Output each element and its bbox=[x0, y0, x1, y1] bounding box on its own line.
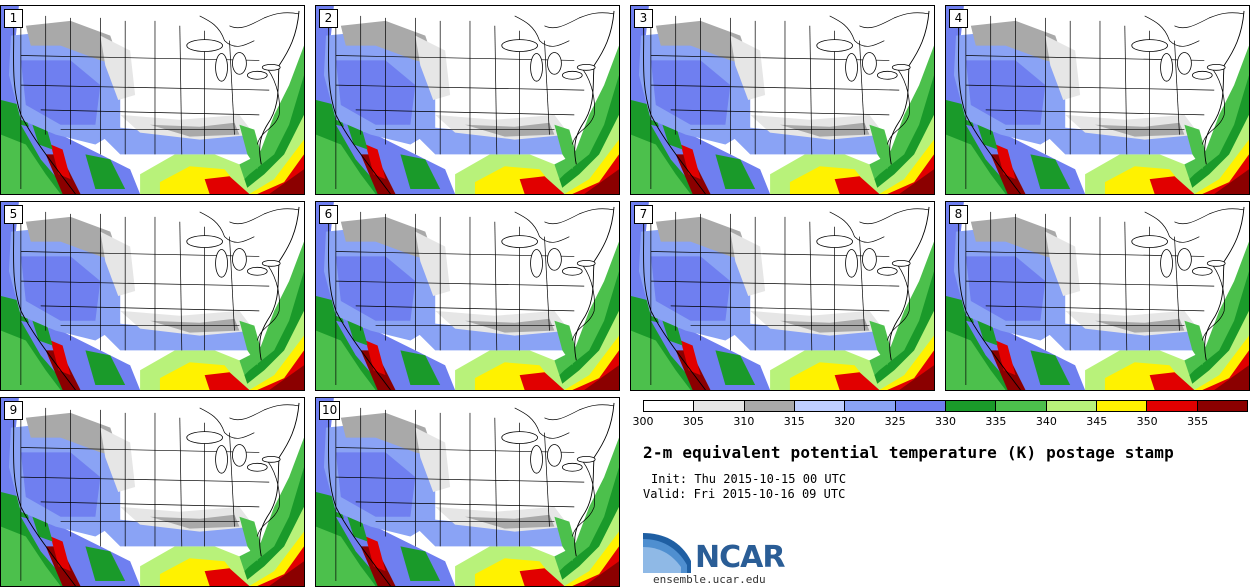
run-info: Init: Thu 2015-10-15 00 UTC Valid: Fri 2… bbox=[643, 472, 846, 502]
panel-number-label: 2 bbox=[319, 9, 338, 28]
panel-number-label: 1 bbox=[4, 9, 23, 28]
map-image bbox=[316, 398, 619, 586]
panel-number-label: 10 bbox=[319, 401, 341, 420]
panel-number-label: 5 bbox=[4, 205, 23, 224]
colorbar-segment bbox=[644, 401, 695, 411]
map-panel-10: 10 bbox=[315, 397, 620, 587]
colorbar-segment bbox=[794, 401, 846, 411]
colorbar-tick: 320 bbox=[834, 415, 856, 428]
colorbar-tick: 345 bbox=[1086, 415, 1108, 428]
colorbar-segment bbox=[1096, 401, 1148, 411]
colorbar bbox=[643, 400, 1248, 412]
map-image bbox=[631, 202, 934, 390]
panel-number-label: 4 bbox=[949, 9, 968, 28]
map-image bbox=[1, 6, 304, 194]
panel-number-label: 6 bbox=[319, 205, 338, 224]
colorbar-tick-labels: 300 305 310 315 320 325 330 335 340 345 350 355 bbox=[633, 415, 1248, 429]
colorbar-segment bbox=[1197, 401, 1247, 411]
map-panel-9: 9 bbox=[0, 397, 305, 587]
chart-title: 2-m equivalent potential temperature (K)… bbox=[643, 443, 1174, 462]
valid-time: Valid: Fri 2015-10-16 09 UTC bbox=[643, 487, 846, 501]
colorbar-segment bbox=[895, 401, 946, 411]
map-image bbox=[631, 6, 934, 194]
colorbar-tick: 305 bbox=[682, 415, 704, 428]
map-panel-1: 1 bbox=[0, 5, 305, 195]
colorbar-tick: 315 bbox=[783, 415, 805, 428]
colorbar-tick: 325 bbox=[884, 415, 906, 428]
logo-text: NCAR bbox=[695, 540, 785, 575]
colorbar-tick: 335 bbox=[985, 415, 1007, 428]
colorbar-segment bbox=[996, 401, 1047, 411]
map-panel-6: 6 bbox=[315, 201, 620, 391]
panel-number-label: 3 bbox=[634, 9, 653, 28]
map-image bbox=[316, 202, 619, 390]
colorbar-segment bbox=[1147, 401, 1198, 411]
colorbar-segment bbox=[1046, 401, 1097, 411]
map-image bbox=[946, 6, 1249, 194]
init-time: Init: Thu 2015-10-15 00 UTC bbox=[651, 472, 847, 486]
colorbar-tick: 330 bbox=[935, 415, 956, 428]
map-panel-7: 7 bbox=[630, 201, 935, 391]
panel-number-label: 9 bbox=[4, 401, 23, 420]
ncar-logo-icon bbox=[643, 533, 691, 573]
map-image bbox=[1, 202, 304, 390]
colorbar-tick: 300 bbox=[632, 415, 654, 428]
map-panel-8: 8 bbox=[945, 201, 1250, 391]
map-panel-5: 5 bbox=[0, 201, 305, 391]
map-panel-3: 3 bbox=[630, 5, 935, 195]
colorbar-segment bbox=[945, 401, 997, 411]
colorbar-segment bbox=[694, 401, 745, 411]
map-panel-4: 4 bbox=[945, 5, 1250, 195]
map-image bbox=[316, 6, 619, 194]
map-panel-2: 2 bbox=[315, 5, 620, 195]
colorbar-tick: 340 bbox=[1035, 415, 1057, 428]
colorbar-segment bbox=[845, 401, 896, 411]
map-image bbox=[1, 398, 304, 586]
panel-number-label: 7 bbox=[634, 205, 653, 224]
colorbar-segment bbox=[744, 401, 795, 411]
panel-number-label: 8 bbox=[949, 205, 968, 224]
colorbar-tick: 355 bbox=[1187, 415, 1209, 428]
site-url: ensemble.ucar.edu bbox=[653, 573, 766, 586]
colorbar-tick: 350 bbox=[1136, 415, 1158, 428]
colorbar-tick: 310 bbox=[733, 415, 755, 428]
map-image bbox=[946, 202, 1249, 390]
